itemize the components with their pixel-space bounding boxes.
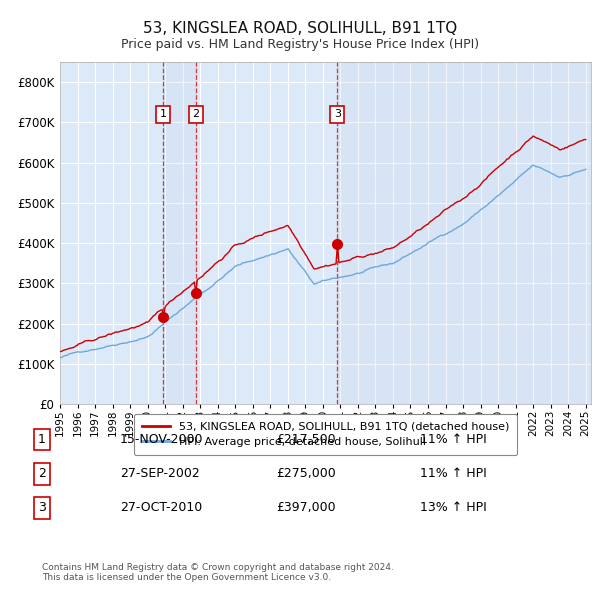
Text: 1: 1 bbox=[160, 109, 166, 119]
Text: 11% ↑ HPI: 11% ↑ HPI bbox=[420, 433, 487, 446]
Text: 3: 3 bbox=[334, 109, 341, 119]
Text: 2: 2 bbox=[192, 109, 199, 119]
Text: This data is licensed under the Open Government Licence v3.0.: This data is licensed under the Open Gov… bbox=[42, 573, 331, 582]
Text: 3: 3 bbox=[38, 502, 46, 514]
Text: £217,500: £217,500 bbox=[276, 433, 335, 446]
Text: Contains HM Land Registry data © Crown copyright and database right 2024.: Contains HM Land Registry data © Crown c… bbox=[42, 563, 394, 572]
Text: 13% ↑ HPI: 13% ↑ HPI bbox=[420, 502, 487, 514]
Legend: 53, KINGSLEA ROAD, SOLIHULL, B91 1TQ (detached house), HPI: Average price, detac: 53, KINGSLEA ROAD, SOLIHULL, B91 1TQ (de… bbox=[134, 414, 517, 455]
Text: £397,000: £397,000 bbox=[276, 502, 335, 514]
Text: 27-OCT-2010: 27-OCT-2010 bbox=[120, 502, 202, 514]
Text: £275,000: £275,000 bbox=[276, 467, 336, 480]
Bar bbox=[163, 62, 196, 404]
Text: Price paid vs. HM Land Registry's House Price Index (HPI): Price paid vs. HM Land Registry's House … bbox=[121, 38, 479, 51]
Text: 11% ↑ HPI: 11% ↑ HPI bbox=[420, 467, 487, 480]
Text: 1: 1 bbox=[38, 433, 46, 446]
Text: 2: 2 bbox=[38, 467, 46, 480]
Text: 15-NOV-2000: 15-NOV-2000 bbox=[120, 433, 203, 446]
Text: 53, KINGSLEA ROAD, SOLIHULL, B91 1TQ: 53, KINGSLEA ROAD, SOLIHULL, B91 1TQ bbox=[143, 21, 457, 35]
Text: 27-SEP-2002: 27-SEP-2002 bbox=[120, 467, 200, 480]
Bar bbox=[337, 62, 591, 404]
